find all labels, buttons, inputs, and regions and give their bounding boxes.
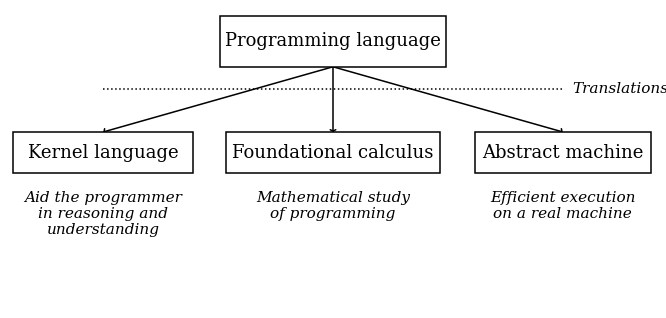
FancyBboxPatch shape (474, 132, 651, 173)
Text: Abstract machine: Abstract machine (482, 144, 643, 162)
Text: Aid the programmer
in reasoning and
understanding: Aid the programmer in reasoning and unde… (24, 191, 182, 237)
Text: Mathematical study
of programming: Mathematical study of programming (256, 191, 410, 221)
Text: Efficient execution
on a real machine: Efficient execution on a real machine (490, 191, 635, 221)
Text: Programming language: Programming language (225, 32, 441, 50)
FancyBboxPatch shape (220, 16, 446, 67)
Text: Translations: Translations (573, 82, 666, 96)
FancyBboxPatch shape (226, 132, 440, 173)
Text: Kernel language: Kernel language (28, 144, 178, 162)
Text: Foundational calculus: Foundational calculus (232, 144, 434, 162)
FancyBboxPatch shape (13, 132, 193, 173)
